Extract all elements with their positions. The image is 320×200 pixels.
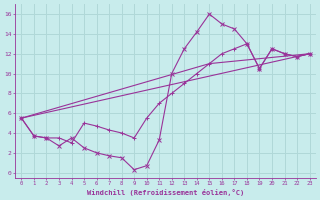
X-axis label: Windchill (Refroidissement éolien,°C): Windchill (Refroidissement éolien,°C) xyxy=(87,189,244,196)
